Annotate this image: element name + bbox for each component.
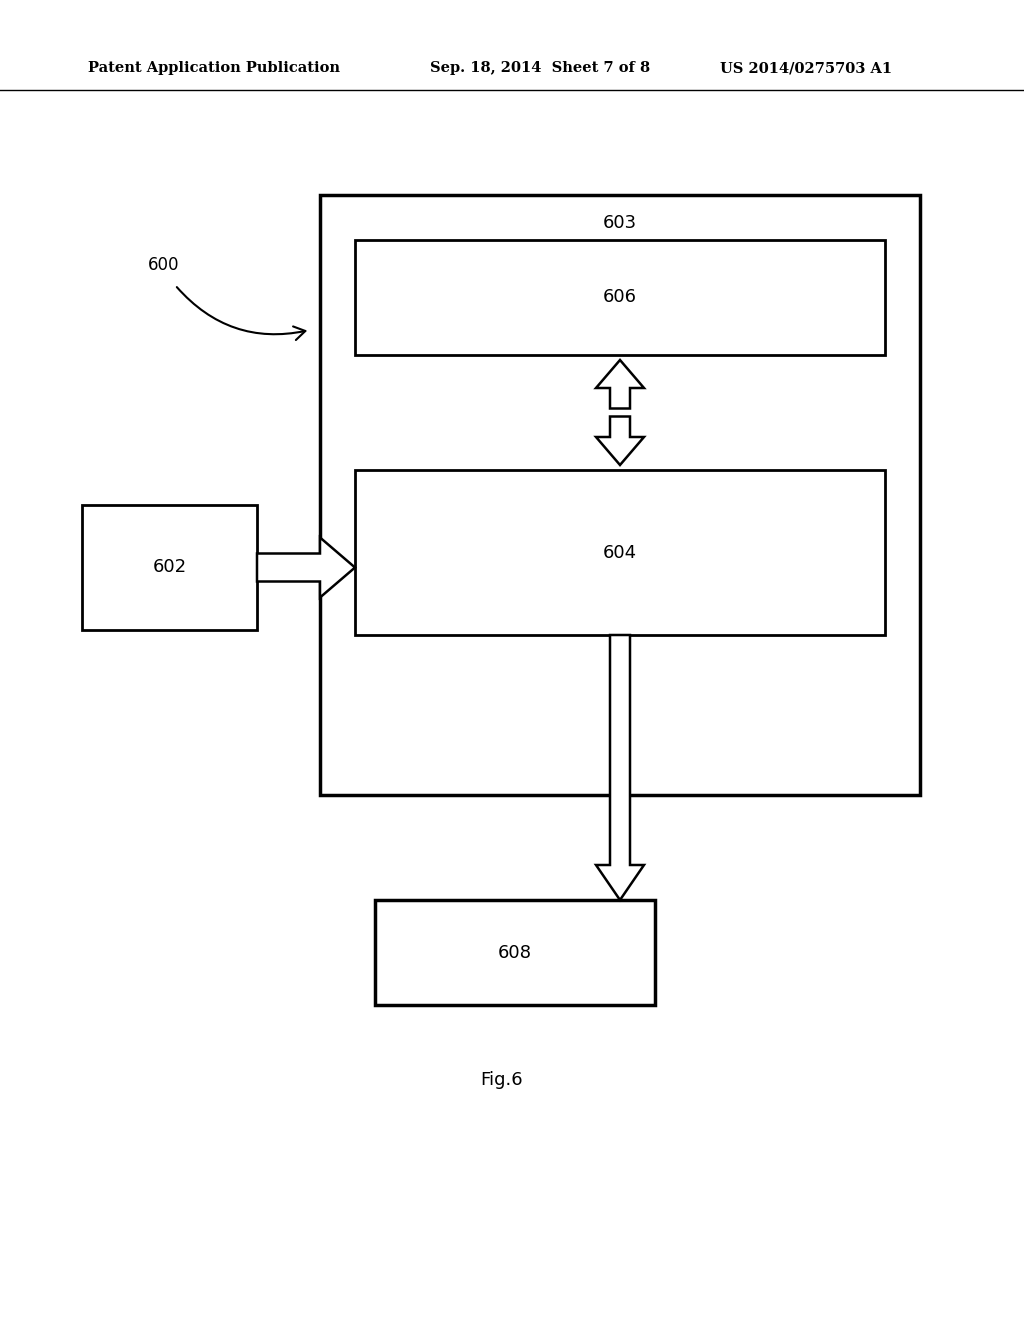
Bar <box>319 195 920 795</box>
Polygon shape <box>596 635 644 900</box>
Polygon shape <box>596 417 644 465</box>
Bar <box>355 240 885 355</box>
Polygon shape <box>257 537 355 598</box>
Text: 604: 604 <box>603 544 637 561</box>
Text: Sep. 18, 2014  Sheet 7 of 8: Sep. 18, 2014 Sheet 7 of 8 <box>430 61 650 75</box>
Text: 602: 602 <box>153 558 186 577</box>
Bar <box>82 506 257 630</box>
Text: 600: 600 <box>148 256 179 275</box>
Bar <box>355 470 885 635</box>
FancyArrowPatch shape <box>177 286 305 341</box>
Text: Patent Application Publication: Patent Application Publication <box>88 61 340 75</box>
Polygon shape <box>596 360 644 408</box>
Text: 603: 603 <box>603 214 637 232</box>
Text: Fig.6: Fig.6 <box>480 1071 523 1089</box>
Text: US 2014/0275703 A1: US 2014/0275703 A1 <box>720 61 892 75</box>
Text: 606: 606 <box>603 289 637 306</box>
Text: 608: 608 <box>498 944 532 961</box>
Bar <box>375 900 655 1005</box>
